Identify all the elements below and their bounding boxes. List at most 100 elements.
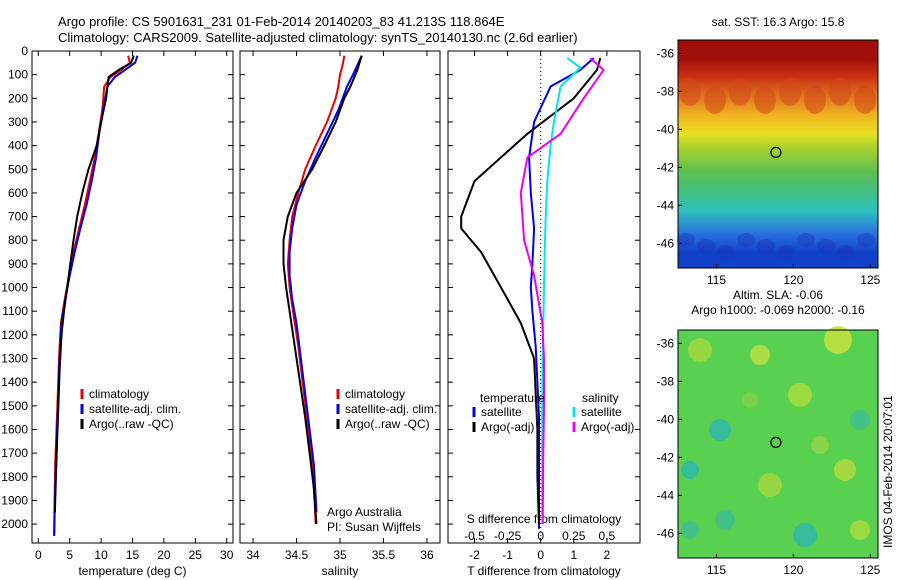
legend-label: climatology <box>345 387 405 401</box>
map-y-tick-label: -40 <box>657 122 675 136</box>
top-tick-label: 0.5 <box>599 529 616 543</box>
x-tick-label: 36 <box>420 548 434 562</box>
sla-eddy <box>834 459 856 481</box>
sla-eddy <box>715 510 735 530</box>
x-tick-label: 0 <box>537 548 544 562</box>
sla-eddy <box>850 410 870 430</box>
x-tick-label: 35.5 <box>372 548 396 562</box>
legend-title-salinity: salinity <box>582 391 619 405</box>
difference-profile-panel: -2 -1 0 1 2 T difference from climatology S di… <box>447 50 641 578</box>
map-y-tick-label: -36 <box>657 336 675 350</box>
salinity-profile-panel: 34 34.5 35 35.5 36 salinity climatologysatelli… <box>239 50 441 578</box>
legend-label: satellite-adj. clim. <box>345 402 437 416</box>
map-y-tick-label: -36 <box>657 46 675 60</box>
y-tick-label: 900 <box>8 257 28 271</box>
series-line-satellite <box>541 57 582 525</box>
x-tick-label: 30 <box>220 548 234 562</box>
x-tick-label: 34 <box>246 548 260 562</box>
sla-eddy <box>709 419 731 441</box>
x-tick-label: 10 <box>94 548 108 562</box>
y-tick-label: 400 <box>8 139 28 153</box>
x-tick-label: 0 <box>35 548 42 562</box>
top-tick-label: 0 <box>537 529 544 543</box>
map-x-tick-label: 115 <box>707 273 726 287</box>
y-tick-label: 200 <box>8 91 28 105</box>
map-y-tick-label: -42 <box>657 160 675 174</box>
y-tick-label: 800 <box>8 233 28 247</box>
y-tick-label: 1700 <box>1 446 28 460</box>
x-tick-label: 34.5 <box>285 548 309 562</box>
y-tick-label: 300 <box>8 115 28 129</box>
sst-eddy <box>829 78 851 106</box>
sla-map-panel: 115 120 125 -36 -38 -40 -42 -44 -46 Altim. SLA: -… <box>657 288 881 577</box>
map-x-tick-label: 125 <box>860 563 880 577</box>
credit-line2: PI: Susan Wijffels <box>327 520 421 534</box>
y-tick-label: 1900 <box>1 493 28 507</box>
sst-eddy <box>797 233 815 247</box>
x-tick-label: 1 <box>570 548 577 562</box>
temperature-profile-panel: 0 5 10 15 20 25 30 temperature (deg C) 0 100 200 30… <box>1 44 233 578</box>
map-y-tick-label: -46 <box>657 236 675 250</box>
series-line-argo--adj- <box>519 57 605 525</box>
sla-eddy <box>681 461 699 479</box>
map-frame <box>677 329 879 559</box>
sla-eddy <box>750 345 770 365</box>
legend-label: Argo(-adj) <box>481 420 534 434</box>
y-tick-label: 1300 <box>1 352 28 366</box>
map-title-line2: Argo h1000: -0.069 h2000: -0.16 <box>691 303 865 317</box>
legend-label: climatology <box>89 387 149 401</box>
x-axis-label: temperature (deg C) <box>78 564 186 578</box>
series-line-satellite-adj--clim- <box>288 55 363 513</box>
x-tick-label: 20 <box>157 548 171 562</box>
y-tick-label: 2000 <box>1 517 28 531</box>
sst-eddy <box>837 245 855 259</box>
sla-eddy <box>742 392 758 408</box>
map-y-tick-label: -46 <box>657 526 675 540</box>
sst-eddy <box>717 245 735 259</box>
sla-eddy <box>850 520 870 540</box>
sst-field <box>678 40 878 268</box>
sst-eddy <box>754 86 776 114</box>
sst-eddy <box>854 86 876 114</box>
y-tick-label: 1800 <box>1 470 28 484</box>
x-tick-label: 25 <box>189 548 203 562</box>
y-tick-label: 1600 <box>1 422 28 436</box>
map-x-tick-label: 125 <box>860 273 880 287</box>
top-tick-label: -0.25 <box>494 529 522 543</box>
map-title: sat. SST: 16.3 Argo: 15.8 <box>712 15 845 29</box>
x-axis-label: T difference from climatology <box>467 564 621 578</box>
sst-eddy <box>729 78 751 106</box>
sst-eddy <box>817 239 835 253</box>
x-tick-label: -1 <box>502 548 513 562</box>
map-x-tick-label: 115 <box>707 563 726 577</box>
series-line-argo--adj- <box>460 57 602 525</box>
y-tick-label: 1400 <box>1 375 28 389</box>
sla-field <box>678 330 878 558</box>
map-y-tick-label: -38 <box>657 84 675 98</box>
x-tick-label: 15 <box>126 548 140 562</box>
y-tick-label: 500 <box>8 162 28 176</box>
sst-map-panel: 115 120 125 -36 -38 -40 -42 -44 -46 sat. SST: 16.… <box>657 15 881 287</box>
argo-float-marker <box>770 146 782 158</box>
top-tick-label: -0.5 <box>464 529 485 543</box>
figure-title-line1: Argo profile: CS 5901631_231 01-Feb-2014… <box>58 14 505 29</box>
sla-eddy <box>824 326 852 354</box>
sst-eddy <box>857 233 875 247</box>
figure-title-line2: Climatology: CARS2009. Satellite-adjuste… <box>58 30 578 45</box>
plot-frame <box>31 50 234 544</box>
x-tick-label: 5 <box>66 548 73 562</box>
top-axis-label: S difference from climatology <box>467 512 622 526</box>
sst-eddy <box>737 233 755 247</box>
y-tick-label: 0 <box>21 44 28 58</box>
sst-eddy <box>679 78 701 106</box>
credit-line1: Argo Australia <box>327 505 402 519</box>
top-tick-label: 0.25 <box>562 529 586 543</box>
series-line-argo---raw--qc- <box>282 55 363 525</box>
y-tick-label: 1200 <box>1 328 28 342</box>
map-title-line1: Altim. SLA: -0.06 <box>733 288 823 302</box>
sla-eddy <box>793 523 817 547</box>
legend-label: Argo(-adj) <box>581 420 634 434</box>
legend-label: Argo(..raw -QC) <box>345 417 430 431</box>
sst-eddy <box>704 86 726 114</box>
